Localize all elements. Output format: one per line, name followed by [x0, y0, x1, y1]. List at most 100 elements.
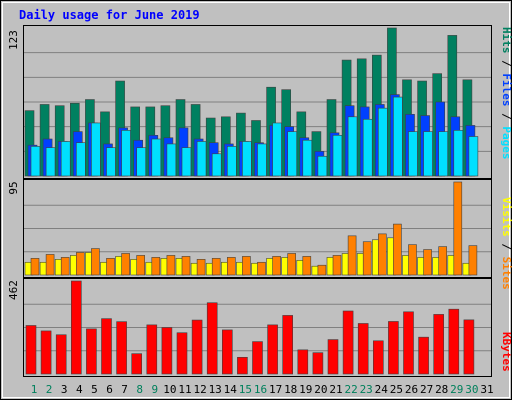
x-tick-label: 22 [344, 383, 357, 396]
kbytes-bar [206, 302, 218, 375]
pages-bar [30, 146, 41, 177]
x-tick-label: 30 [465, 383, 478, 396]
x-tick-label: 17 [269, 383, 282, 396]
kbytes-bar [282, 315, 294, 375]
kbytes-bar [55, 334, 67, 375]
kbytes-bar [418, 336, 429, 375]
chart-bars [24, 27, 479, 375]
kbytes-bar [146, 324, 158, 375]
kbytes-bar [40, 330, 52, 375]
kbytes-bar [372, 340, 384, 375]
pages-bar [453, 130, 464, 177]
x-tick-label: 16 [254, 383, 267, 396]
pages-bar [91, 122, 101, 177]
sites-bar [317, 264, 327, 276]
sites-bar [453, 181, 463, 276]
hits-ymax-label: 123 [7, 30, 20, 50]
sites-bar [30, 258, 40, 276]
sites-bar [362, 241, 372, 276]
pages-bar [302, 139, 313, 177]
pages-bar [136, 147, 146, 177]
sites-bar [91, 248, 100, 276]
sites-bar [408, 244, 417, 276]
sites-bar [45, 254, 55, 276]
kbytes-bar [297, 349, 309, 375]
kbytes-bar [327, 339, 339, 375]
legend-files: Files [500, 73, 512, 106]
sites-bar [196, 259, 206, 276]
legend-separator-2: / [500, 107, 512, 127]
x-tick-label: 11 [178, 383, 191, 396]
x-tick-label: 31 [480, 383, 493, 396]
hits-legend: Hits / Files / Pages [500, 27, 512, 160]
kbytes-bar [191, 319, 203, 375]
sites-bar [302, 256, 312, 276]
x-tick-label: 26 [405, 383, 418, 396]
pages-bar [347, 116, 358, 177]
kbytes-bar [388, 321, 399, 375]
pages-bar [393, 96, 403, 177]
sites-bar [423, 249, 432, 276]
legend-pages: Pages [500, 126, 512, 159]
pages-bar [272, 122, 282, 177]
kbytes-bar [71, 280, 82, 375]
sites-bar [438, 246, 448, 276]
x-tick-label: 23 [360, 383, 373, 396]
x-tick-label: 3 [61, 383, 68, 396]
x-tick-label: 24 [375, 383, 389, 396]
legend-separator-1: / [500, 54, 512, 74]
x-tick-label: 12 [193, 383, 206, 396]
x-tick-label: 6 [106, 383, 113, 396]
kbytes-bar [252, 341, 263, 375]
kbytes-bar [463, 319, 475, 375]
pages-bar [408, 131, 418, 177]
pages-bar [151, 138, 162, 177]
x-tick-label: 4 [76, 383, 83, 396]
sites-bar [287, 253, 297, 276]
sites-bar [272, 256, 281, 276]
x-tick-label: 25 [390, 383, 403, 396]
kbytes-bar [176, 332, 188, 375]
sites-bar [121, 253, 130, 276]
sites-bar [377, 233, 387, 276]
sites-bar [211, 258, 221, 276]
x-tick-label: 15 [239, 383, 252, 396]
x-tick-label: 13 [209, 383, 222, 396]
kbytes-bar [342, 310, 354, 375]
pages-bar [287, 131, 298, 177]
pages-bar [317, 155, 328, 177]
kbytes-bar [448, 308, 460, 375]
x-tick-label: 7 [121, 383, 128, 396]
kbytes-bar [433, 314, 445, 375]
sites-bar [468, 245, 478, 276]
kbytes-bar [403, 311, 414, 375]
kbytes-panel-frame [23, 278, 492, 377]
x-tick-label: 14 [224, 383, 238, 396]
visits-ymax-label: 95 [7, 181, 20, 194]
pages-bar [332, 135, 343, 177]
x-tick-label: 2 [46, 383, 53, 396]
x-tick-label: 9 [151, 383, 158, 396]
x-tick-label: 1 [31, 383, 38, 396]
kbytes-bar [161, 327, 173, 375]
sites-bar [151, 257, 161, 276]
x-tick-label: 27 [420, 383, 433, 396]
pages-bar [76, 142, 86, 177]
pages-bar [106, 147, 116, 177]
pages-bar [423, 131, 433, 177]
hits-panel-frame [23, 25, 492, 179]
pages-bar [227, 146, 237, 177]
pages-bar [257, 143, 267, 177]
sites-bar [166, 255, 176, 276]
kbytes-bar [86, 328, 97, 375]
x-tick-label: 20 [314, 383, 327, 396]
sites-bar [393, 223, 402, 276]
sites-bar [106, 258, 115, 276]
x-tick-label: 28 [435, 383, 448, 396]
kbytes-bar [312, 352, 324, 375]
pages-bar [45, 147, 56, 177]
kbytes-legend: KBytes [500, 332, 512, 372]
legend-sites: Sites [500, 257, 512, 290]
